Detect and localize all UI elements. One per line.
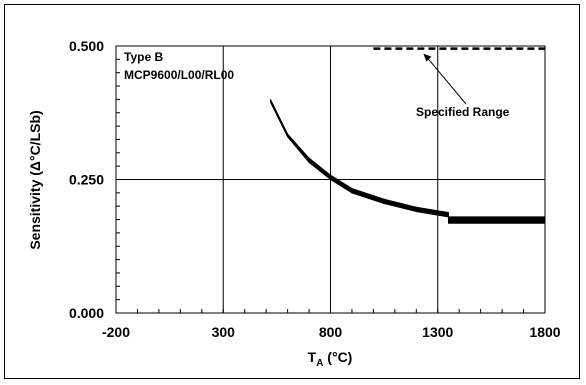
- x-tick-label: 800: [319, 324, 343, 340]
- tick-label-layer: -200 300 800 1300 1800 0.000 0.250 0.500: [69, 38, 561, 340]
- x-tick-label: 1300: [422, 324, 453, 340]
- type-label: Type B: [124, 50, 163, 64]
- x-tick-label: 1800: [529, 324, 560, 340]
- x-tick-label: -200: [102, 324, 130, 340]
- y-tick-label: 0.500: [69, 38, 104, 54]
- sensitivity-segment: [447, 216, 546, 224]
- sensitivity-segment: [351, 187, 385, 205]
- chart-frame: [4, 4, 580, 379]
- y-axis-label: Sensitivity (Δ°C/LSb): [27, 110, 43, 249]
- device-label: MCP9600/L00/RL00: [124, 68, 234, 82]
- x-axis-label-main: T: [308, 349, 317, 365]
- x-axis-label-unit: (°C): [323, 349, 352, 365]
- data-layer: [269, 99, 546, 224]
- y-tick-label: 0.000: [69, 305, 104, 321]
- specified-range-arrowhead: [423, 53, 432, 62]
- minor-tick-layer: [115, 45, 546, 314]
- sensitivity-segment: [383, 198, 417, 213]
- sensitivity-segment: [287, 132, 310, 164]
- specified-range-label: Specified Range: [416, 105, 510, 119]
- sensitivity-segment: [415, 206, 449, 218]
- sensitivity-segment: [308, 157, 331, 181]
- x-axis-label: TA (°C): [308, 349, 353, 369]
- x-axis-label-subscript: A: [316, 358, 323, 369]
- sensitivity-segment: [269, 99, 289, 138]
- sensitivity-segment: [330, 174, 353, 194]
- range-layer: [373, 47, 545, 105]
- x-tick-label: 300: [212, 324, 236, 340]
- y-tick-label: 0.250: [69, 172, 104, 188]
- specified-range-arrow: [426, 56, 467, 105]
